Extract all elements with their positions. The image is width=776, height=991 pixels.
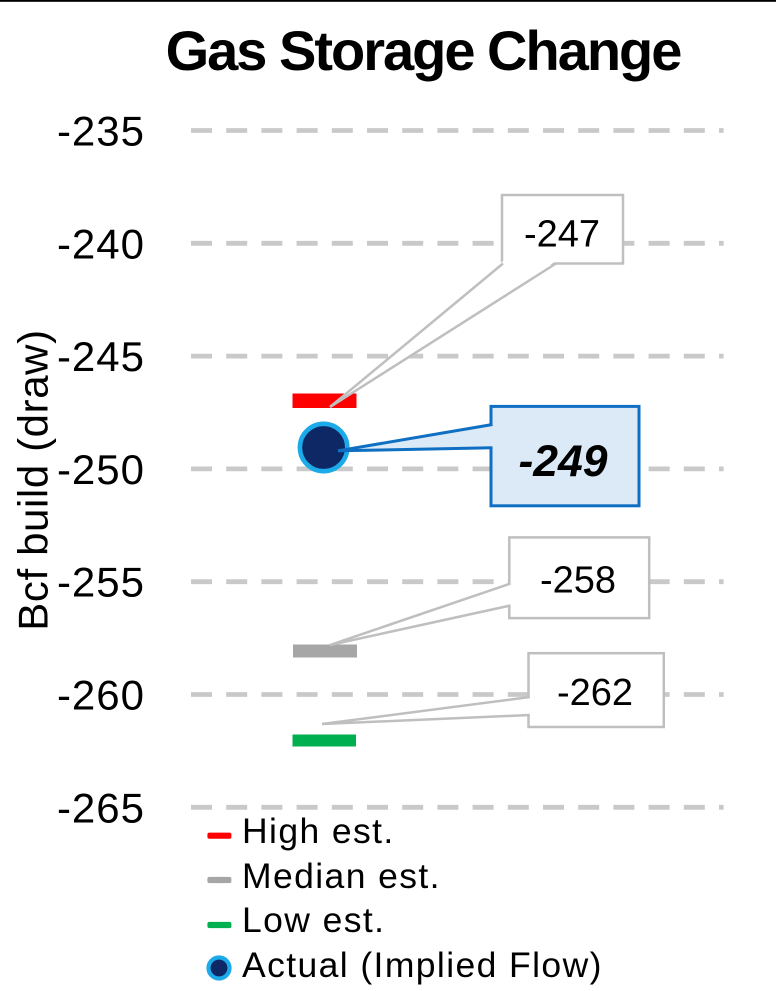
svg-text:-240: -240 bbox=[57, 220, 145, 267]
svg-text:-260: -260 bbox=[57, 672, 145, 719]
svg-text:-258: -258 bbox=[540, 560, 616, 602]
svg-text:-262: -262 bbox=[557, 672, 633, 714]
svg-text:-255: -255 bbox=[57, 559, 145, 606]
svg-text:-249: -249 bbox=[518, 437, 607, 486]
svg-text:Bcf build (draw): Bcf build (draw) bbox=[10, 329, 57, 630]
svg-text:Low est.: Low est. bbox=[242, 900, 385, 940]
svg-text:High est.: High est. bbox=[242, 811, 395, 851]
svg-text:Gas Storage Change: Gas Storage Change bbox=[166, 19, 682, 82]
svg-text:-265: -265 bbox=[57, 784, 145, 831]
svg-text:Median est.: Median est. bbox=[242, 856, 441, 896]
svg-text:-235: -235 bbox=[57, 108, 145, 155]
svg-text:-245: -245 bbox=[57, 333, 145, 380]
svg-text:-247: -247 bbox=[524, 214, 600, 256]
svg-text:Actual (Implied Flow): Actual (Implied Flow) bbox=[242, 945, 603, 985]
svg-text:-250: -250 bbox=[57, 446, 145, 493]
